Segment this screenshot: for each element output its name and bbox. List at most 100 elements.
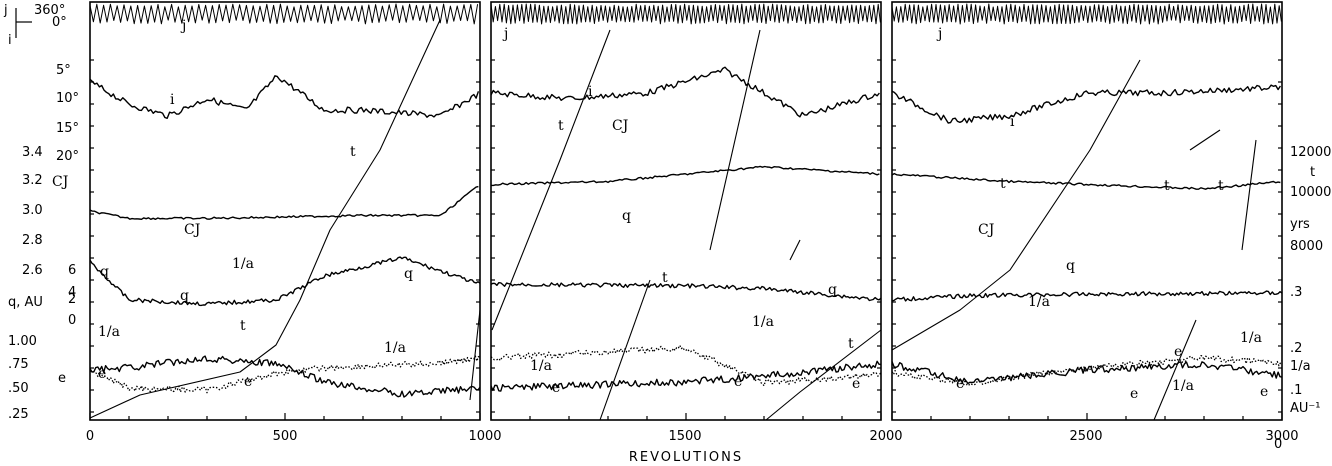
t-series-line <box>709 29 761 251</box>
curve-label-q: q <box>404 266 413 282</box>
curve-label-t: t <box>848 336 854 352</box>
curve-label-e: e <box>98 366 106 382</box>
q-series-line <box>89 256 1283 307</box>
inva-right-tick-zero: 0 <box>1274 437 1282 452</box>
t-series-line <box>1189 129 1221 151</box>
t-series-line <box>599 279 651 421</box>
cj-tick-label: 3.2 <box>22 173 43 188</box>
i-tick-label: 10° <box>56 91 79 106</box>
inva-tick-label: .75 <box>8 357 29 372</box>
cj-tick-label: 2.6 <box>22 263 43 278</box>
curve-label-q: q <box>622 208 631 224</box>
i-tick-label: 5° <box>56 63 71 78</box>
curve-label-1overa: 1/a <box>384 340 406 356</box>
curve-label-t: t <box>558 118 564 134</box>
q-tick-label: 4 <box>68 285 76 300</box>
j-series-band <box>490 3 881 25</box>
curve-label-1overa: 1/a <box>98 324 120 340</box>
x-tick-label: 2000 <box>869 429 902 444</box>
t-series-line <box>891 59 1141 351</box>
panel-frame-1 <box>89 1 481 421</box>
x-tick-label: 1500 <box>668 429 701 444</box>
t-series-line <box>789 239 801 261</box>
inva-right-tick: .1 <box>1290 383 1302 398</box>
j-symbol: j <box>3 3 8 18</box>
curve-label-j: j <box>180 18 186 34</box>
curve-label-i: i <box>170 92 175 108</box>
curve-label-i: i <box>1010 114 1015 130</box>
curve-label-e: e <box>552 380 560 396</box>
i-series-line <box>89 66 1281 124</box>
curve-label-e: e <box>244 374 252 390</box>
inva-tick-label: .00 <box>8 0 29 4</box>
t-series-line <box>1153 319 1197 421</box>
inva-right-tick: .3 <box>1290 285 1302 300</box>
q-tick-label: 2 <box>68 292 76 307</box>
t-axis-label: t <box>1310 165 1315 180</box>
cj-axis-label: CJ <box>52 174 68 190</box>
curve-label-CJ: CJ <box>978 222 994 238</box>
t-series-line <box>491 29 611 331</box>
t-tick-label: 12000 <box>1290 145 1331 160</box>
t-series-line <box>1241 139 1257 251</box>
panel-frame-3 <box>891 1 1283 421</box>
i-tick-label: 15° <box>56 121 79 136</box>
curve-label-1overa: 1/a <box>232 256 254 272</box>
curve-label-CJ: CJ <box>612 118 628 134</box>
i-symbol: i <box>8 33 12 48</box>
t-series-line <box>469 309 481 401</box>
q-tick-label: 6 <box>68 263 76 278</box>
cj-tick-label: 3.0 <box>22 203 43 218</box>
t-series-line <box>765 329 882 421</box>
curve-label-q: q <box>100 264 109 280</box>
t-tick-label: 10000 <box>1290 185 1331 200</box>
t-series-line <box>89 19 441 419</box>
x-tick-label: 2500 <box>1069 429 1102 444</box>
curve-label-e: e <box>734 374 742 390</box>
curve-label-1overa: 1/a <box>752 314 774 330</box>
cj-series-line <box>89 165 1281 220</box>
j-range-360: 360° <box>34 3 65 18</box>
x-tick-label: 500 <box>273 429 298 444</box>
curve-label-1overa: 1/a <box>1028 294 1050 310</box>
curve-label-q: q <box>1066 258 1075 274</box>
curve-label-e: e <box>956 376 964 392</box>
x-axis-label: REVOLUTIONS <box>629 450 743 465</box>
t-axis-unit: yrs <box>1290 217 1310 232</box>
inva-series-line <box>89 344 1283 394</box>
curve-label-t: t <box>1000 176 1006 192</box>
i-tick-label: 20° <box>56 149 79 164</box>
e-series-line <box>89 355 1283 398</box>
curve-label-q: q <box>828 282 837 298</box>
curve-label-t: t <box>1218 178 1224 194</box>
curve-label-CJ: CJ <box>184 222 200 238</box>
curve-label-e: e <box>852 376 860 392</box>
inva-right-tick: .2 <box>1290 341 1302 356</box>
inva-right-label: 1/a <box>1290 359 1311 374</box>
cj-tick-label: 2.8 <box>22 233 43 248</box>
curve-label-e: e <box>1260 384 1268 400</box>
curve-label-1overa: 1/a <box>530 358 552 374</box>
curve-label-t: t <box>1164 178 1170 194</box>
e-axis-label: e <box>58 371 66 386</box>
x-tick-label: 1000 <box>468 429 501 444</box>
curve-label-e: e <box>1130 386 1138 402</box>
inva-right-unit: AU⁻¹ <box>1290 401 1320 416</box>
t-tick-label: 8000 <box>1290 239 1323 254</box>
j-series-band <box>89 3 479 25</box>
curve-label-t: t <box>350 144 356 160</box>
j-series-band <box>891 3 1282 25</box>
curve-label-t: t <box>662 270 668 286</box>
curve-label-q: q <box>180 288 189 304</box>
curve-label-t: t <box>240 318 246 334</box>
q-tick-label: 0 <box>68 313 76 328</box>
x-tick-label: 0 <box>86 429 94 444</box>
curve-label-i: i <box>588 84 593 100</box>
inva-tick-label: .25 <box>8 407 29 422</box>
cj-tick-label: 3.4 <box>22 145 43 160</box>
curve-label-1overa: 1/a <box>1172 378 1194 394</box>
inva-tick-label: 1.00 <box>8 334 37 349</box>
curve-label-e: e <box>1174 344 1182 360</box>
